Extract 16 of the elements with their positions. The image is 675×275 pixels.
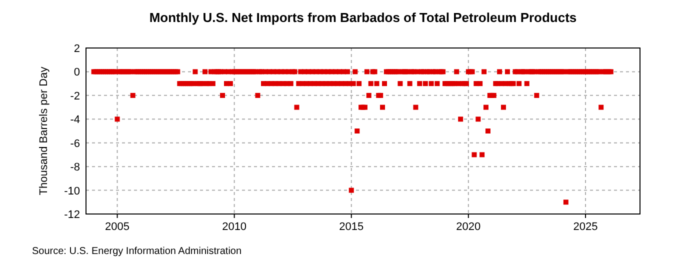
chart-title: Monthly U.S. Net Imports from Barbados of Total Petroleum Products [149, 10, 577, 25]
y-axis-title: Thousand Barrels per Day [38, 66, 50, 196]
y-tick-label: -2 [70, 90, 80, 102]
x-tick-label: 2015 [339, 221, 364, 233]
x-tick-label: 2025 [573, 221, 598, 233]
y-tick-label: -6 [70, 138, 80, 150]
y-tick-label: -10 [64, 185, 80, 198]
y-tick-label: 0 [74, 66, 80, 79]
y-tick-label: -4 [70, 114, 80, 126]
x-tick-label: 2005 [105, 221, 130, 233]
y-tick-label: 2 [74, 43, 80, 55]
x-tick-label: 2020 [456, 221, 481, 233]
y-tick-label: -8 [70, 162, 80, 174]
y-tick-label: -12 [64, 209, 80, 221]
source-note: Source: U.S. Energy Information Administration [32, 246, 242, 257]
x-tick-label: 2010 [222, 221, 247, 233]
